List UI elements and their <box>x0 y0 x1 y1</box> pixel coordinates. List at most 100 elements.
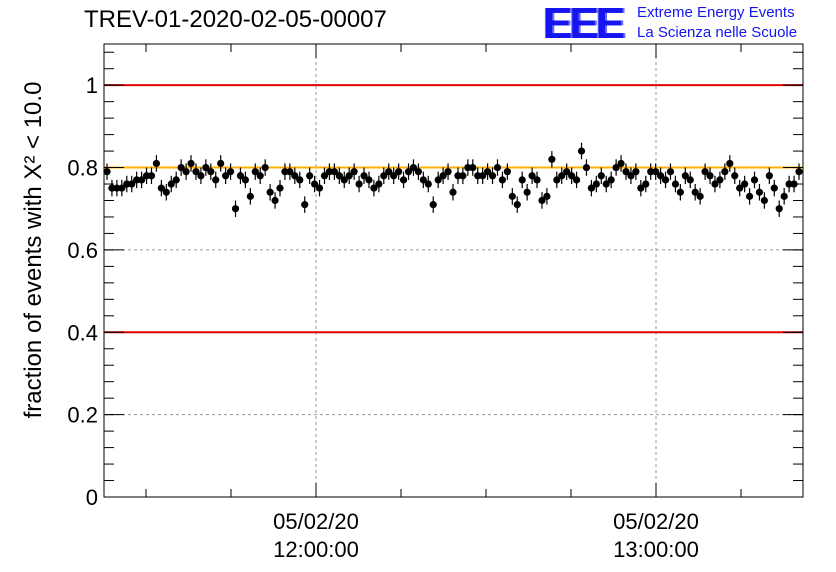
marker <box>231 205 240 213</box>
data-point <box>133 171 141 189</box>
marker <box>429 201 437 209</box>
data-point <box>612 159 620 176</box>
data-point <box>315 179 324 197</box>
marker <box>261 163 269 172</box>
data-point <box>192 163 200 180</box>
marker <box>632 168 640 176</box>
data-point <box>103 163 111 180</box>
data-point <box>765 167 773 185</box>
data-point <box>399 171 408 189</box>
marker <box>553 176 561 184</box>
y-tick-label: 0.8 <box>67 156 98 181</box>
data-point <box>118 179 126 197</box>
data-point <box>543 188 551 205</box>
data-point <box>207 163 215 180</box>
data-point <box>414 163 422 180</box>
marker <box>750 176 759 184</box>
data-point <box>518 171 526 189</box>
marker <box>770 184 778 192</box>
marker <box>152 159 161 168</box>
marker <box>597 172 605 180</box>
marker <box>335 172 343 180</box>
data-point <box>226 163 235 180</box>
data-point <box>617 155 625 172</box>
data-point <box>721 163 729 180</box>
marker <box>306 172 314 180</box>
marker <box>607 176 615 184</box>
data-point <box>355 175 363 193</box>
data-point <box>286 163 294 180</box>
marker <box>172 176 180 184</box>
reference-lines-layer <box>104 84 803 334</box>
data-point <box>330 163 338 180</box>
marker <box>142 172 151 180</box>
marker <box>444 168 452 176</box>
data-point <box>666 163 675 180</box>
data-point <box>395 163 403 180</box>
data-point <box>350 163 358 180</box>
marker <box>484 168 492 176</box>
marker <box>315 184 324 192</box>
data-point <box>775 200 783 217</box>
data-points-layer <box>103 142 803 217</box>
marker <box>340 176 348 184</box>
marker <box>251 168 259 176</box>
data-point <box>128 175 136 193</box>
data-point <box>741 175 749 193</box>
data-point <box>113 179 121 197</box>
marker <box>217 159 225 168</box>
data-point <box>597 167 605 185</box>
data-point <box>701 163 709 180</box>
data-point <box>251 163 259 180</box>
marker <box>449 188 457 196</box>
marker <box>108 184 116 192</box>
data-point <box>548 151 556 168</box>
marker <box>276 184 284 192</box>
marker <box>513 201 521 209</box>
marker <box>133 176 141 184</box>
data-point <box>558 167 566 185</box>
marker <box>518 176 526 184</box>
marker <box>147 172 156 180</box>
marker <box>701 168 709 176</box>
x-tick-label-time: 13:00:00 <box>613 537 699 562</box>
marker <box>187 159 195 168</box>
data-point <box>345 167 353 185</box>
data-point <box>795 163 803 180</box>
marker <box>577 147 586 155</box>
data-point <box>706 167 714 185</box>
data-point <box>162 184 170 201</box>
x-tick-label-time: 12:00:00 <box>273 537 359 562</box>
data-point <box>676 184 684 201</box>
data-point <box>222 167 230 185</box>
data-point <box>375 175 383 193</box>
marker <box>676 188 684 196</box>
marker <box>256 172 264 180</box>
marker <box>365 176 373 184</box>
data-point <box>217 155 225 172</box>
data-point <box>508 188 516 205</box>
marker <box>395 168 403 176</box>
eee-logo-letters: EEE <box>543 0 625 48</box>
marker <box>587 184 596 192</box>
data-point <box>528 167 536 185</box>
marker <box>281 168 289 176</box>
data-point <box>681 167 689 185</box>
data-point <box>370 179 378 197</box>
marker <box>345 172 353 180</box>
marker <box>568 172 576 180</box>
data-point <box>454 167 462 185</box>
marker <box>716 176 724 184</box>
marker <box>296 176 304 184</box>
data-point <box>464 159 472 176</box>
plot-frame <box>103 43 804 498</box>
marker <box>765 172 773 180</box>
data-point <box>503 163 511 180</box>
data-point <box>780 188 788 205</box>
marker <box>671 180 680 188</box>
marker <box>775 205 783 213</box>
data-point <box>256 167 264 185</box>
marker <box>226 168 235 176</box>
marker <box>538 196 546 205</box>
